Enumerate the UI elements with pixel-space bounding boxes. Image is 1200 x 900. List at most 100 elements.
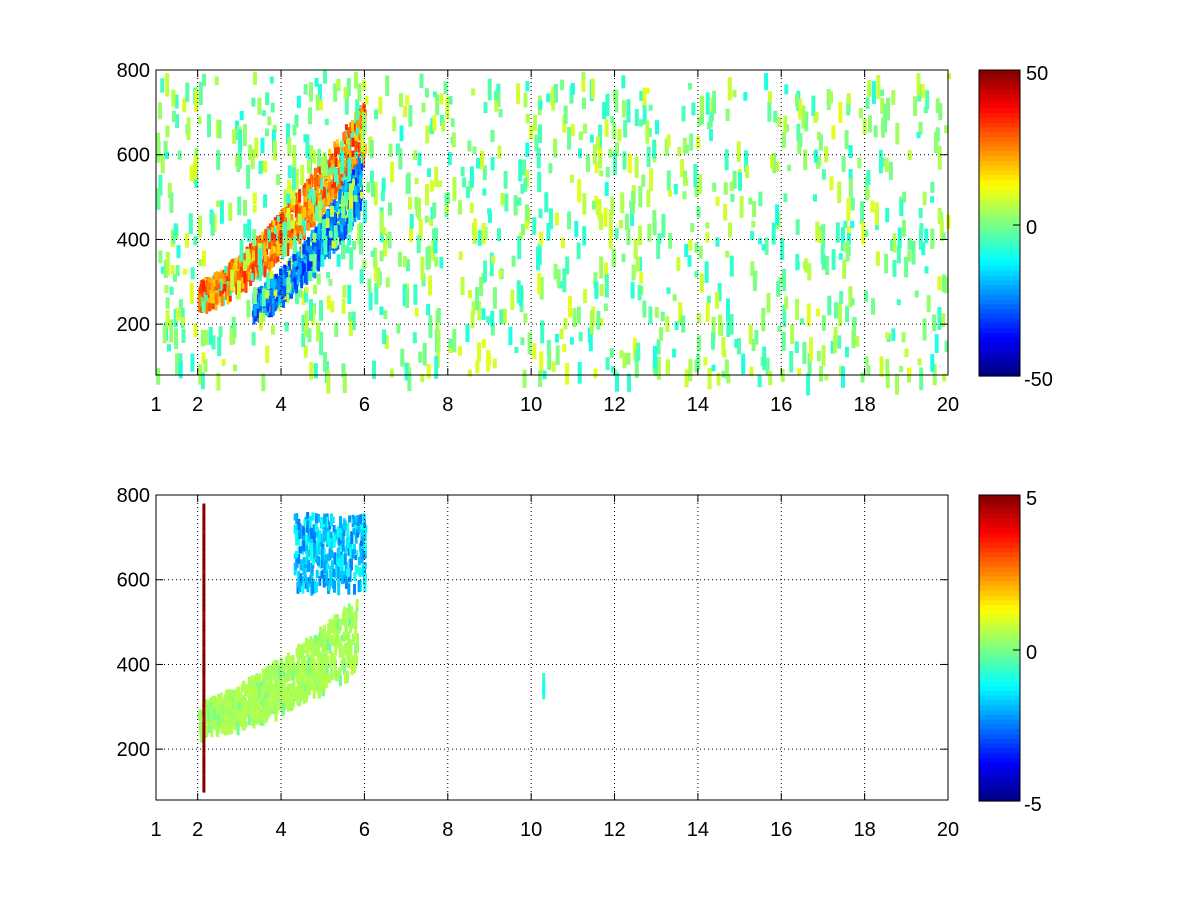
heatmap-cell (290, 267, 294, 276)
heatmap-cell (300, 225, 304, 235)
heatmap-cell (539, 351, 544, 372)
colorbar-step (979, 113, 1020, 119)
heatmap-cell (349, 196, 353, 209)
heatmap-cell (339, 645, 343, 654)
heatmap-cell (358, 222, 363, 245)
heatmap-cell (916, 131, 921, 139)
heatmap-cell (352, 123, 356, 131)
heatmap-cell (357, 520, 360, 526)
heatmap-cell (320, 635, 324, 645)
heatmap-cell (749, 366, 754, 376)
heatmap-cell (336, 202, 340, 210)
heatmap-cell (379, 225, 384, 243)
heatmap-cell (292, 255, 296, 263)
heatmap-cell (333, 552, 337, 565)
heatmap-cell (302, 183, 306, 196)
colorbar-step (979, 261, 1020, 267)
heatmap-cell (328, 521, 332, 530)
heatmap-cell (351, 549, 355, 558)
heatmap-cell (202, 655, 206, 662)
heatmap-cell (277, 241, 281, 254)
heatmap-cell (198, 259, 203, 267)
colorbar-step (979, 199, 1020, 205)
heatmap-cell (769, 154, 774, 169)
heatmap-cell (347, 631, 351, 645)
heatmap-cell (200, 730, 204, 743)
heatmap-cell (250, 273, 254, 281)
heatmap-cell (347, 284, 352, 304)
heatmap-cell (682, 191, 687, 200)
heatmap-cell (202, 781, 206, 788)
colorbar-step (979, 347, 1020, 353)
heatmap-cell (202, 589, 206, 596)
heatmap-cell (202, 746, 206, 753)
heatmap-cell (645, 87, 650, 94)
heatmap-cell (490, 322, 495, 336)
heatmap-cell (346, 78, 351, 97)
heatmap-cell (308, 188, 312, 202)
heatmap-cell (642, 107, 647, 125)
heatmap-cell (316, 537, 320, 545)
heatmap-cell (633, 238, 638, 260)
heatmap-cell (547, 348, 552, 370)
colorbar-step (979, 332, 1020, 339)
heatmap-cell (320, 547, 324, 560)
heatmap-cell (475, 360, 480, 374)
heatmap-cell (362, 79, 367, 91)
colorbar-step (979, 734, 1020, 740)
heatmap-cell (335, 634, 339, 645)
heatmap-cell (317, 645, 321, 659)
heatmap-cell (266, 303, 270, 311)
heatmap-cell (820, 244, 825, 264)
heatmap-cell (586, 157, 591, 172)
heatmap-cell (916, 73, 921, 96)
heatmap-cell (736, 141, 741, 162)
heatmap-cell (297, 643, 301, 650)
heatmap-cell (340, 634, 344, 641)
heatmap-cell (272, 664, 276, 676)
heatmap-cell (228, 263, 232, 275)
heatmap-cell (348, 618, 351, 628)
heatmap-cell (304, 310, 309, 330)
heatmap-cell (346, 138, 349, 146)
heatmap-cell (202, 629, 206, 636)
heatmap-cell (930, 228, 935, 249)
heatmap-cell (941, 274, 946, 293)
colorbar-step (979, 557, 1020, 563)
heatmap-cell (326, 656, 330, 664)
heatmap-cell (776, 280, 781, 297)
heatmap-cell (934, 334, 939, 353)
heatmap-cell (340, 523, 344, 531)
heatmap-cell (357, 580, 361, 593)
heatmap-cell (293, 664, 297, 677)
heatmap-cell (360, 114, 364, 121)
heatmap-cell (223, 707, 227, 714)
heatmap-cell (297, 554, 301, 564)
heatmap-cell (307, 656, 311, 666)
heatmap-cell (688, 359, 693, 382)
colorbar-step (979, 552, 1020, 558)
heatmap-cell (202, 720, 206, 727)
heatmap-cell (265, 128, 269, 137)
heatmap-cell (513, 197, 518, 206)
heatmap-cell (511, 255, 516, 267)
colorbar-step (979, 638, 1020, 644)
heatmap-cell (202, 665, 206, 672)
heatmap-cell (339, 675, 342, 687)
heatmap-cell (285, 291, 289, 303)
heatmap-cell (604, 274, 609, 298)
heatmap-cell (257, 674, 261, 682)
heatmap-cell (330, 550, 334, 559)
heatmap-cell (732, 89, 737, 98)
heatmap-cell (226, 292, 230, 305)
heatmap-cell (355, 600, 359, 608)
heatmap-cell (815, 221, 820, 242)
heatmap-cell (336, 547, 340, 558)
heatmap-cell (308, 271, 313, 282)
heatmap-cell (748, 197, 753, 205)
heatmap-cell (502, 308, 507, 324)
heatmap-cell (302, 687, 306, 699)
heatmap-cell (223, 695, 227, 706)
colorbar-step (979, 590, 1020, 597)
heatmap-cell (559, 328, 564, 340)
